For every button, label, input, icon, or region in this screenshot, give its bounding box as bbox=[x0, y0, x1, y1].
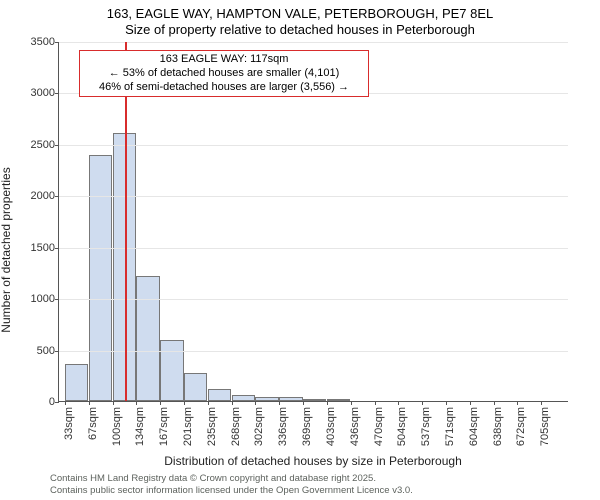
xtick-label: 638sqm bbox=[492, 407, 504, 446]
histogram-bar bbox=[327, 399, 350, 401]
annotation-line1: 163 EAGLE WAY: 117sqm bbox=[86, 53, 362, 67]
xtick-label: 504sqm bbox=[396, 407, 408, 446]
xtick-label: 604sqm bbox=[468, 407, 480, 446]
xtick-label: 167sqm bbox=[158, 407, 170, 446]
histogram-bar bbox=[65, 364, 88, 401]
xtick-label: 571sqm bbox=[444, 407, 456, 446]
annotation-box: 163 EAGLE WAY: 117sqm ← 53% of detached … bbox=[79, 50, 369, 97]
ytick-label: 500 bbox=[15, 345, 55, 357]
xtick-label: 369sqm bbox=[301, 407, 313, 446]
ytick-label: 3000 bbox=[15, 87, 55, 99]
xtick-label: 100sqm bbox=[111, 407, 123, 446]
ytick-label: 2500 bbox=[15, 139, 55, 151]
ytick-label: 1500 bbox=[15, 242, 55, 254]
histogram-bar bbox=[255, 397, 278, 401]
title-line1: 163, EAGLE WAY, HAMPTON VALE, PETERBOROU… bbox=[0, 0, 600, 22]
histogram-bar bbox=[208, 389, 231, 401]
xtick-label: 235sqm bbox=[206, 407, 218, 446]
ytick-label: 3500 bbox=[15, 36, 55, 48]
histogram-bar bbox=[232, 395, 255, 401]
histogram-bar bbox=[303, 399, 326, 401]
xtick-label: 33sqm bbox=[63, 407, 75, 440]
xtick-label: 403sqm bbox=[325, 407, 337, 446]
footer: Contains HM Land Registry data © Crown c… bbox=[50, 473, 590, 496]
xtick-label: 705sqm bbox=[539, 407, 551, 446]
chart-container: 163, EAGLE WAY, HAMPTON VALE, PETERBOROU… bbox=[0, 0, 600, 500]
ytick-label: 1000 bbox=[15, 293, 55, 305]
ytick-label: 2000 bbox=[15, 190, 55, 202]
ytick-label: 0 bbox=[15, 396, 55, 408]
x-axis-label: Distribution of detached houses by size … bbox=[58, 454, 568, 468]
xtick-label: 436sqm bbox=[349, 407, 361, 446]
histogram-bar bbox=[89, 155, 112, 401]
xtick-label: 470sqm bbox=[373, 407, 385, 446]
xtick-label: 672sqm bbox=[515, 407, 527, 446]
histogram-bar bbox=[160, 340, 183, 401]
title-line2: Size of property relative to detached ho… bbox=[0, 22, 600, 38]
plot-frame: 163 EAGLE WAY: 117sqm ← 53% of detached … bbox=[58, 42, 568, 402]
plot-area: 163 EAGLE WAY: 117sqm ← 53% of detached … bbox=[58, 42, 568, 402]
histogram-bar bbox=[184, 373, 207, 401]
xtick-label: 134sqm bbox=[134, 407, 146, 446]
histogram-bar bbox=[279, 397, 302, 401]
histogram-bar bbox=[136, 276, 159, 401]
annotation-line3: 46% of semi-detached houses are larger (… bbox=[86, 81, 362, 95]
y-axis-label: Number of detached properties bbox=[0, 85, 13, 250]
xtick-label: 336sqm bbox=[277, 407, 289, 446]
footer-line1: Contains HM Land Registry data © Crown c… bbox=[50, 473, 590, 484]
xtick-label: 302sqm bbox=[253, 407, 265, 446]
xtick-label: 67sqm bbox=[87, 407, 99, 440]
xtick-label: 268sqm bbox=[230, 407, 242, 446]
annotation-line2: ← 53% of detached houses are smaller (4,… bbox=[86, 67, 362, 81]
xtick-label: 537sqm bbox=[420, 407, 432, 446]
footer-line2: Contains public sector information licen… bbox=[50, 485, 590, 496]
xtick-label: 201sqm bbox=[182, 407, 194, 446]
